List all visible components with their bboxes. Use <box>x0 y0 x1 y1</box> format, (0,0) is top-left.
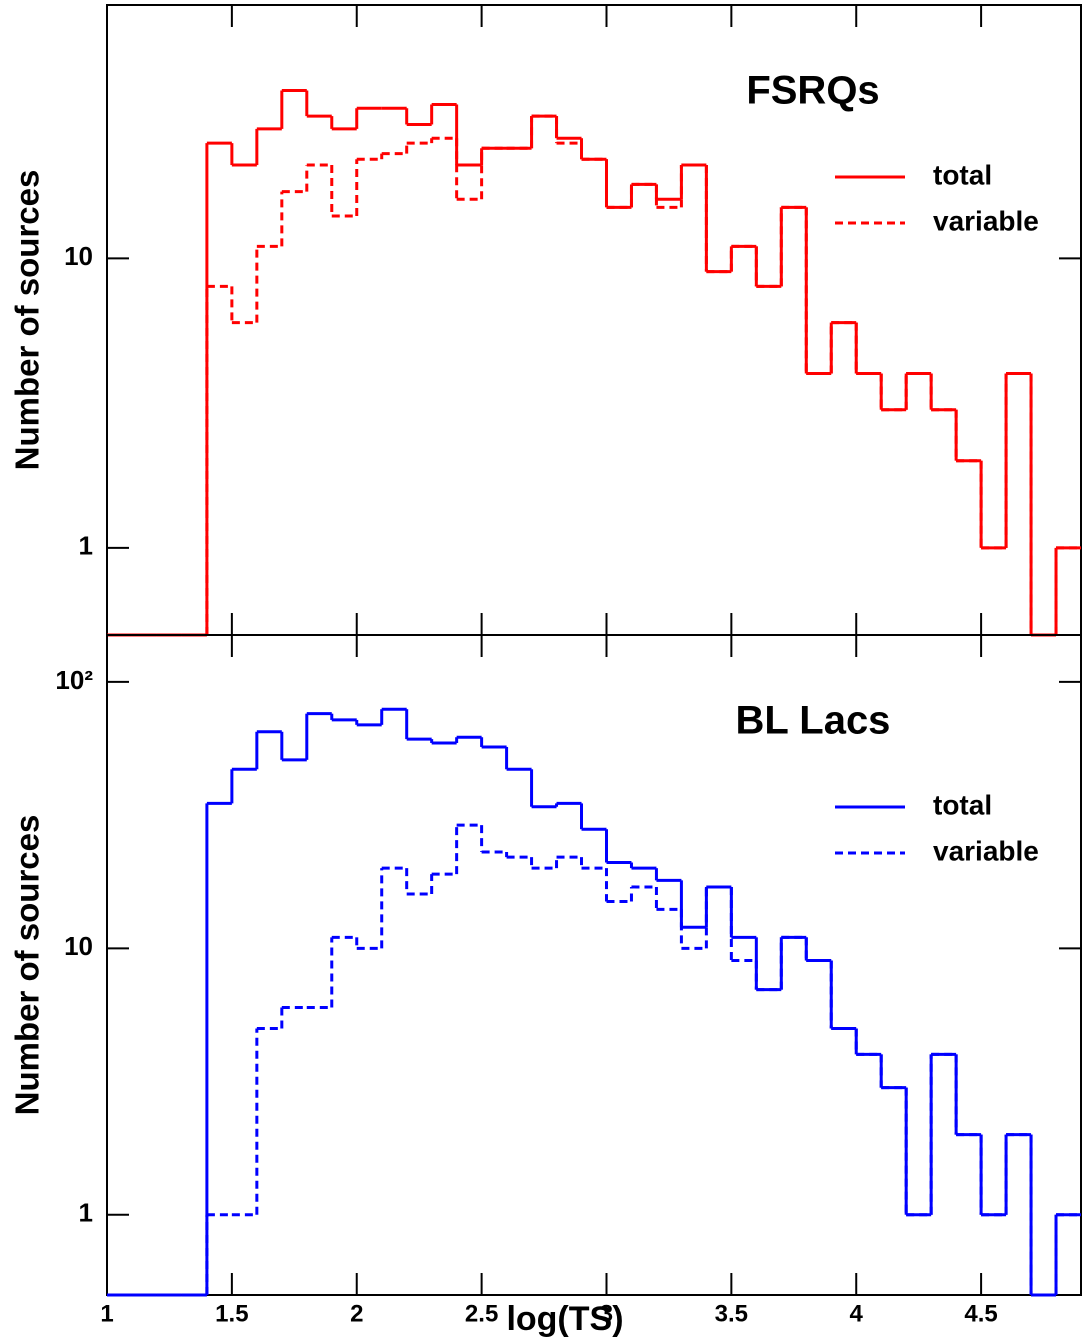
histogram-series <box>107 114 1081 637</box>
x-tick-label: 3 <box>600 1300 613 1327</box>
y-axis-label: Number of sources <box>9 170 46 471</box>
legend-label: variable <box>933 835 1039 866</box>
y-tick-label: 10 <box>64 931 93 961</box>
legend-label: total <box>933 159 992 190</box>
y-axis-label: Number of sources <box>9 815 46 1116</box>
x-tick-label: 1 <box>100 1300 113 1327</box>
plot-frame <box>106 634 1082 1296</box>
x-axis-label: log(TS) <box>506 1300 623 1338</box>
panel-title: FSRQs <box>746 69 879 113</box>
plot-frame <box>106 4 1082 636</box>
x-tick-label: 1.5 <box>215 1300 248 1327</box>
histogram-series <box>107 823 1081 1297</box>
y-tick-label: 10² <box>55 665 93 695</box>
y-tick-label: 1 <box>79 1198 93 1228</box>
x-tick-label: 4.5 <box>964 1300 997 1327</box>
y-tick-label: 10 <box>64 241 93 271</box>
x-tick-label: 4 <box>850 1300 864 1327</box>
x-tick-label: 3.5 <box>715 1300 748 1327</box>
panel-title: BL Lacs <box>736 699 891 743</box>
legend-label: variable <box>933 205 1039 236</box>
x-tick-label: 2.5 <box>465 1300 498 1327</box>
x-tick-label: 2 <box>350 1300 363 1327</box>
y-tick-label: 1 <box>79 531 93 561</box>
legend-label: total <box>933 789 992 820</box>
